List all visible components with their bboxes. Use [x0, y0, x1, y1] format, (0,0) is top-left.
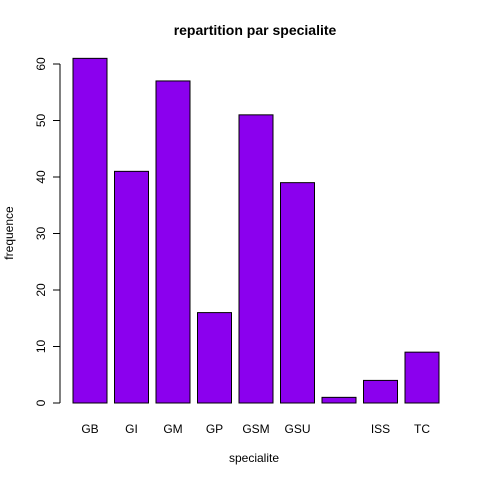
y-axis-tick-label: 50	[34, 114, 48, 128]
x-axis-tick-label: GSU	[284, 422, 310, 436]
bar-unlabeled	[321, 396, 357, 404]
bar-gsu	[280, 182, 315, 404]
y-axis-tick-label: 30	[34, 227, 48, 241]
x-axis-tick-label: GB	[81, 422, 98, 436]
y-axis-tick-label: 20	[34, 283, 48, 297]
bar-gi	[114, 170, 149, 404]
x-axis-tick-label: GSM	[242, 422, 269, 436]
x-axis-tick-label: ISS	[371, 422, 390, 436]
y-axis: 0 10 20 30 40 50 60	[34, 57, 61, 406]
chart-title: repartition par specialite	[174, 22, 337, 38]
y-axis-label: frequence	[2, 206, 16, 260]
y-axis-tick-label: 40	[34, 170, 48, 184]
bars	[72, 57, 440, 404]
bar-iss	[363, 379, 398, 404]
y-axis-tick-label: 0	[34, 399, 48, 406]
x-axis-tick-labels: GB GI GM GP GSM GSU ISS TC	[81, 422, 430, 436]
y-axis-tick-label: 60	[34, 57, 48, 71]
x-axis-label: specialite	[229, 451, 279, 465]
bar-tc	[404, 351, 440, 404]
x-axis-tick-label: GI	[125, 422, 138, 436]
bar-gb	[72, 57, 108, 404]
x-axis-tick-label: GM	[163, 422, 182, 436]
bar-gp	[197, 312, 232, 404]
y-axis-tick-label: 10	[34, 340, 48, 354]
x-axis-tick-label: GP	[206, 422, 223, 436]
bar-gm	[155, 80, 191, 404]
bar-gsm	[238, 114, 274, 404]
x-axis-tick-label: TC	[414, 422, 430, 436]
